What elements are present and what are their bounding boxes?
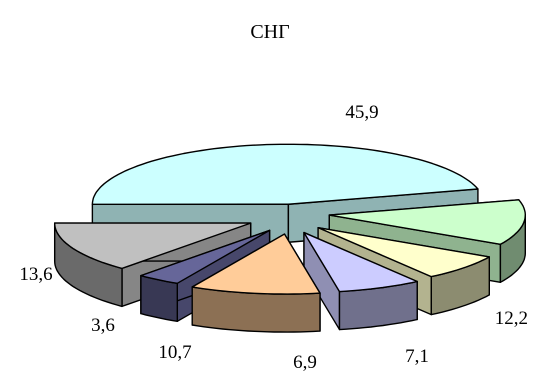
data-label-6: 13,6 [19, 264, 52, 285]
chart-title: СНГ [250, 21, 289, 43]
labels-layer: 45,9 12,2 7,1 6,9 10,7 3,6 13,6 [19, 102, 528, 373]
data-label-3: 6,9 [293, 352, 317, 373]
slice-0-top [91, 143, 479, 205]
pie-slice-3 [303, 231, 418, 331]
pie-slice-4 [191, 233, 321, 333]
pie-slice-6 [53, 222, 252, 308]
data-label-1: 12,2 [495, 308, 528, 329]
data-label-0: 45,9 [345, 102, 378, 123]
slices-layer [53, 143, 526, 333]
slice-5-top [140, 229, 271, 284]
slice-4-top [191, 233, 321, 295]
slice-6-top [54, 222, 252, 270]
slice-3-top [303, 231, 418, 293]
data-label-2: 7,1 [405, 346, 429, 367]
slice-2-top [317, 226, 490, 278]
data-label-5: 3,6 [91, 315, 115, 336]
slice-1-top [328, 199, 526, 245]
data-label-4: 10,7 [158, 342, 191, 363]
